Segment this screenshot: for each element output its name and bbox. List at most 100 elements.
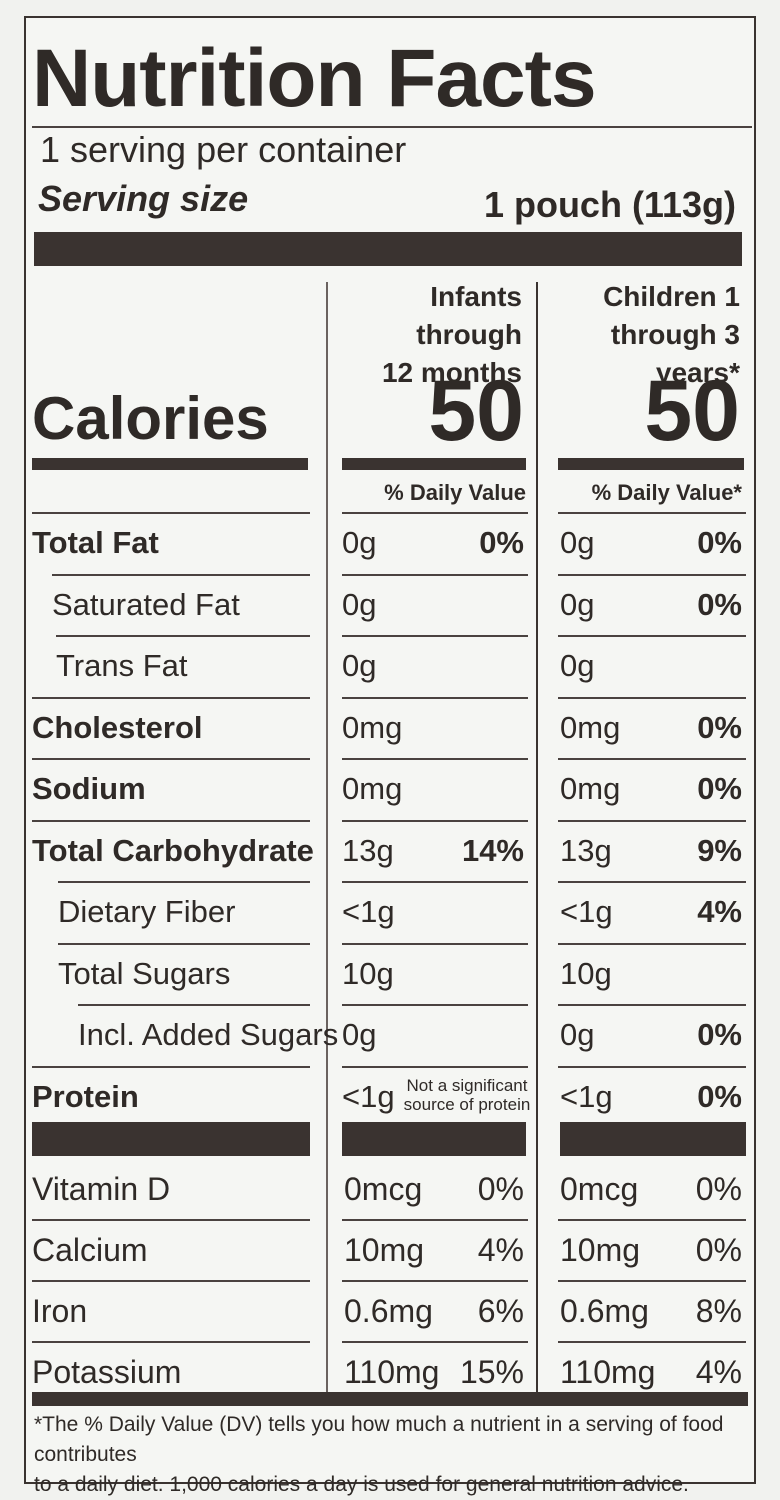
row-divider	[558, 1341, 746, 1343]
divider	[32, 126, 752, 128]
row-divider	[56, 635, 310, 637]
nutrient-row: Dietary Fiber <1g <1g 4%	[0, 881, 780, 943]
vitamin-bar	[342, 1122, 526, 1156]
child-amount: 0g	[560, 586, 595, 622]
footnote: *The % Daily Value (DV) tells you how mu…	[34, 1413, 724, 1496]
nutrient-row: Cholesterol 0mg 0mg 0%	[0, 697, 780, 759]
serving-size-value: 1 pouch (113g)	[483, 184, 736, 225]
vitamin-row: Potassium 110mg 15% 110mg 4%	[0, 1341, 780, 1403]
infant-amount: 0mg	[342, 709, 403, 745]
nutrient-name: Saturated Fat	[52, 586, 240, 622]
infant-amount: 0mg	[342, 771, 403, 806]
dv-header-infants: % Daily Value	[384, 480, 526, 505]
serving-size-label: Serving size	[38, 178, 249, 219]
protein-note: Not a significant source of protein	[403, 1075, 531, 1114]
infant-amount: 110mg	[344, 1354, 440, 1390]
column-divider	[536, 282, 538, 1392]
row-divider	[558, 635, 746, 637]
child-dv: 0%	[697, 1078, 742, 1114]
row-divider	[558, 573, 746, 576]
vitamin-name: Potassium	[32, 1354, 182, 1390]
calories-bar	[342, 458, 526, 470]
nutrient-name: Trans Fat	[56, 648, 188, 683]
child-dv: 0%	[695, 1232, 742, 1268]
infant-amount: 0g	[342, 648, 377, 683]
column-divider	[326, 282, 328, 1392]
calories-bar	[32, 458, 308, 470]
vitamin-row: Calcium 10mg 4% 10mg 0%	[0, 1219, 780, 1281]
row-divider	[558, 819, 746, 822]
dv-header-children: % Daily Value*	[591, 480, 742, 505]
infant-amount: 0.6mg	[344, 1293, 433, 1329]
nutrient-name: Total Sugars	[58, 955, 231, 991]
child-dv: 0%	[697, 709, 742, 745]
child-dv: 0%	[697, 586, 742, 622]
nutrient-name: Total Fat	[32, 525, 159, 560]
infant-amount: 10g	[342, 955, 394, 991]
infant-amount: <1g	[342, 1078, 395, 1114]
row-divider	[342, 1004, 528, 1006]
row-divider	[342, 1280, 528, 1282]
row-divider	[342, 942, 528, 945]
infant-dv: 0%	[477, 1171, 524, 1207]
child-amount: 0.6mg	[560, 1293, 649, 1329]
infant-dv: 15%	[459, 1354, 524, 1390]
column-header-infants: Infants through 12 months	[381, 281, 522, 388]
vitamin-name: Iron	[32, 1293, 88, 1329]
thick-divider	[34, 232, 742, 266]
infant-amount: 0mcg	[344, 1171, 423, 1207]
vitamin-name: Calcium	[32, 1232, 148, 1268]
calories-bar	[558, 458, 744, 470]
child-amount: 0g	[560, 1017, 595, 1052]
column-header-children: Children 1 through 3 years*	[603, 281, 740, 388]
label-title: Nutrition Facts	[32, 33, 597, 124]
row-divider	[52, 573, 310, 576]
row-divider	[32, 1219, 310, 1221]
child-amount: <1g	[560, 894, 613, 929]
calories-infants: 50	[428, 363, 524, 459]
row-divider	[558, 1065, 746, 1068]
child-amount: 10mg	[560, 1232, 641, 1268]
nutrient-name: Sodium	[32, 771, 146, 806]
row-divider	[58, 942, 310, 945]
child-dv: 0%	[695, 1171, 742, 1207]
row-divider	[558, 881, 746, 883]
nutrient-name: Dietary Fiber	[58, 894, 236, 929]
infant-amount: 10mg	[344, 1232, 425, 1268]
vitamin-bar	[32, 1122, 310, 1156]
row-divider	[558, 1219, 746, 1221]
row-divider	[32, 1341, 310, 1343]
row-divider	[558, 1004, 746, 1006]
row-divider	[342, 1065, 528, 1068]
row-divider	[342, 1219, 528, 1221]
infant-amount: 0g	[342, 1017, 377, 1052]
row-divider	[342, 512, 528, 514]
row-divider	[32, 819, 310, 822]
row-divider	[342, 635, 528, 637]
nutrient-row: Total Carbohydrate 13g 14% 13g 9%	[0, 820, 780, 882]
child-amount: 0g	[560, 648, 595, 683]
vitamin-bar	[560, 1122, 746, 1156]
nutrient-name: Total Carbohydrate	[32, 832, 314, 868]
child-amount: 0g	[560, 525, 595, 560]
nutrient-row: Total Fat 0g 0% 0g 0%	[0, 512, 780, 574]
nutrient-row: Trans Fat 0g 0g	[0, 635, 780, 697]
infant-amount: 13g	[342, 832, 394, 868]
vitamin-name: Vitamin D	[32, 1171, 171, 1207]
child-amount: <1g	[560, 1078, 613, 1114]
child-dv: 4%	[697, 894, 742, 929]
row-divider	[558, 758, 746, 760]
row-divider	[342, 573, 528, 576]
child-dv: 0%	[697, 771, 742, 806]
row-divider	[342, 696, 528, 699]
child-dv: 9%	[697, 832, 742, 868]
nutrient-row: Protein <1g <1g 0%	[0, 1066, 780, 1128]
vitamin-row: Iron 0.6mg 6% 0.6mg 8%	[0, 1280, 780, 1342]
calories-label: Calories	[32, 385, 269, 452]
row-divider	[32, 696, 310, 699]
calories-children: 50	[644, 363, 740, 459]
row-divider	[78, 1004, 310, 1006]
row-divider	[58, 881, 310, 883]
child-amount: 13g	[560, 832, 612, 868]
child-dv: 0%	[697, 1017, 742, 1052]
